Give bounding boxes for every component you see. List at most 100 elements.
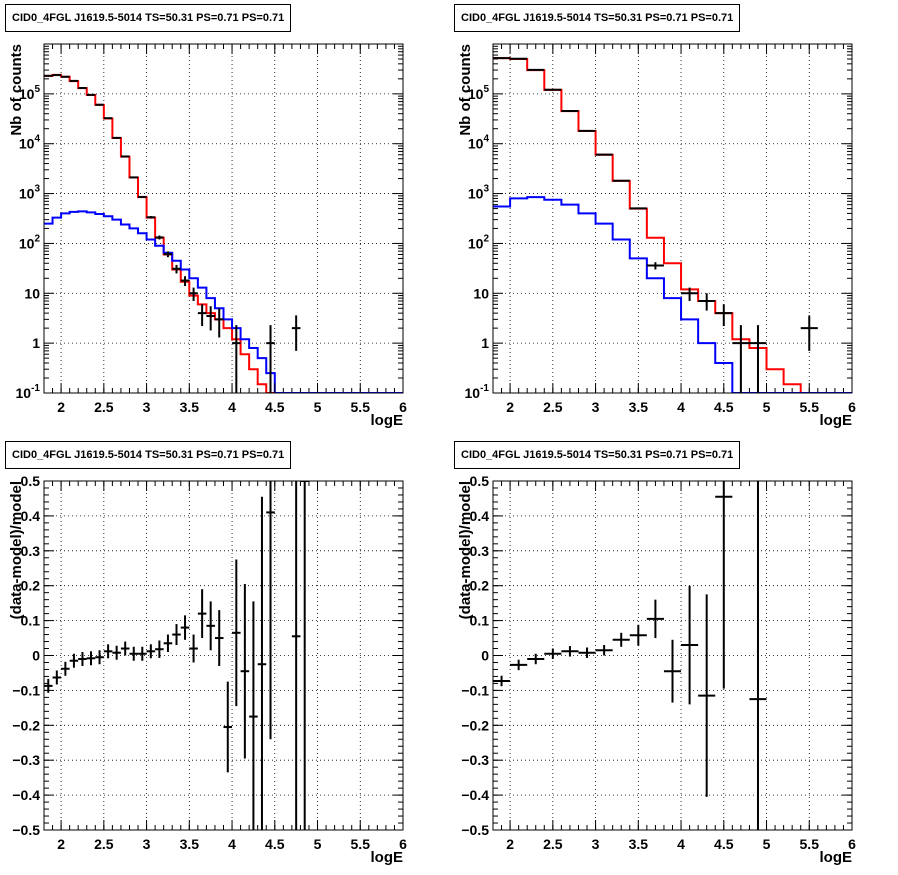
data-point [527,653,545,665]
y-tick-label: 0.1 [470,613,490,629]
y-tick-label: 0 [32,648,40,664]
y-tick-exponent: 2 [483,233,489,244]
data-point [189,287,198,302]
x-axis-label: logE [820,412,853,429]
data-point [595,645,613,656]
data-point [120,155,130,158]
data-point [646,262,664,270]
x-tick-label: 5.5 [351,399,371,415]
x-tick-label: 3 [592,399,600,415]
counts-plot-top-left: 2 2.5 3 3.5 4 4.5 5 5.5 610-1110102103104105logE… [8,43,407,429]
x-tick-label: 2 [506,399,514,415]
data-point [612,632,630,647]
x-tick-label: 2.5 [94,836,114,852]
y-tick-label: 0.4 [470,508,490,524]
data-point [86,651,96,666]
x-tick-label: 2.5 [543,836,563,852]
grid-lines [44,44,403,393]
data-point [698,293,716,311]
data-point [172,624,181,646]
data-point [129,646,139,661]
panel-top-right: 2 2.5 3 3.5 4 4.5 5 5.5 6 10-1 1 10 102 103 104 105 logE… [449,0,898,437]
data-point [155,640,164,658]
x-axis-label: logE [371,849,404,866]
data-point [698,594,716,797]
data-point [155,235,164,240]
data-point [163,634,173,653]
x-tick-label: 5 [314,836,322,852]
data-point [561,646,579,657]
x-tick-label: 4.5 [714,399,734,415]
plot-area [44,481,309,830]
data-point [232,325,241,393]
model-histogram-line [44,73,403,393]
data-point [749,481,767,830]
y-tick-exponent: 2 [34,233,40,244]
y-tick-label: 0.2 [21,578,41,594]
y-tick-label: 0.4 [21,508,41,524]
y-tick-label: 103 [468,184,490,202]
y-tick-label: 10-1 [16,383,41,401]
y-tick-label: 0.3 [21,543,41,559]
plot-area [493,57,852,393]
y-axis-label: (data-model)/model [457,481,474,619]
x-tick-label: 2.5 [94,399,114,415]
data-point [112,645,121,660]
data-point [146,644,156,659]
y-tick-label: −0.3 [461,752,489,768]
data-point [544,648,562,659]
y-tick-exponent: 4 [483,134,489,145]
data-point [180,615,190,640]
x-axis-label: logE [371,412,404,429]
data-point [206,601,215,651]
y-tick-label: 105 [468,84,490,102]
data-point [493,675,511,687]
y-tick-label: 0.5 [21,473,41,489]
y-tick-exponent: 3 [483,184,489,195]
data-point [197,304,207,327]
plot-title: CID0_4FGL J1619.5-5014 TS=50.31 PS=0.71 … [5,4,292,32]
data-point [129,176,139,179]
y-tick-base: 10 [465,385,481,401]
y-tick-label: 0.3 [470,543,490,559]
x-tick-label: 3.5 [629,399,649,415]
data-point [732,325,750,393]
y-tick-base: 10 [19,136,35,152]
y-tick-label: 1 [481,335,489,351]
x-tick-label: 6 [399,836,407,852]
y-axis-label: Nb of counts [8,44,25,136]
y-tick-label: 0.1 [21,613,41,629]
y-tick-label: −0.5 [461,822,489,838]
data-point [214,308,224,338]
x-tick-label: 6 [848,836,856,852]
y-tick-label: 105 [19,84,41,102]
x-axis-label: logE [820,849,853,866]
y-tick-base: 10 [19,86,35,102]
data-point [291,481,301,830]
counts-plot-top-right: 2 2.5 3 3.5 4 4.5 5 5.5 610-1110102103104105logE… [457,43,856,429]
data-point [232,559,241,707]
y-tick-exponent: 5 [483,84,489,95]
x-tick-label: 2.5 [543,399,563,415]
data-point [189,634,198,663]
grid-lines [493,44,852,393]
y-tick-label: 104 [19,134,41,152]
data-point [146,216,156,219]
x-tick-label: 5 [763,836,771,852]
x-tick-label: 4 [228,836,236,852]
x-tick-label: 6 [848,399,856,415]
x-tick-label: 4 [677,399,685,415]
x-tick-label: 4 [677,836,685,852]
data-point [61,661,70,676]
x-tick-label: 3.5 [180,399,200,415]
x-tick-label: 4.5 [265,399,285,415]
data-point [163,251,173,258]
y-tick-label: 103 [19,184,41,202]
x-tick-label: 5 [763,399,771,415]
y-tick-label: −0.1 [12,682,40,698]
data-point [300,481,309,830]
y-tick-exponent: 3 [34,184,40,195]
background-histogram-line [493,196,852,393]
y-tick-base: 10 [468,186,484,202]
data-point [595,153,613,156]
